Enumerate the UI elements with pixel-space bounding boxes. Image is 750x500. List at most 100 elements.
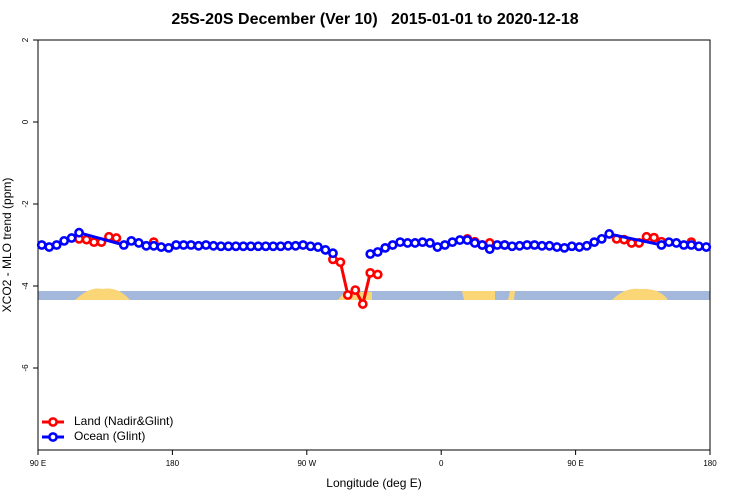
- data-point: [395, 237, 406, 248]
- data-point: [89, 237, 99, 248]
- data-point: [604, 229, 615, 239]
- data-point: [141, 240, 152, 251]
- data-point: [313, 242, 323, 252]
- data-point: [559, 242, 570, 253]
- y-tick-label: 0: [21, 119, 30, 124]
- data-point: [201, 240, 211, 250]
- legend-label: Land (Nadir&Glint): [74, 414, 173, 428]
- data-point: [664, 237, 674, 248]
- land-patch: [508, 291, 515, 300]
- data-point: [678, 240, 689, 250]
- x-tick-label: 180: [166, 459, 180, 468]
- data-point: [425, 238, 435, 248]
- land-patch: [75, 288, 130, 300]
- data-point: [372, 269, 383, 280]
- data-point: [596, 233, 607, 244]
- data-point: [74, 227, 84, 238]
- data-point: [223, 241, 234, 252]
- data-point: [238, 241, 249, 252]
- data-point: [126, 235, 137, 246]
- data-point: [133, 238, 144, 248]
- data-point: [693, 241, 704, 252]
- data-point: [66, 233, 77, 243]
- data-point: [44, 242, 55, 252]
- data-point: [574, 242, 585, 252]
- data-point: [484, 244, 495, 254]
- land-patch: [612, 288, 668, 300]
- x-tick-label: 90 W: [297, 459, 316, 468]
- data-point: [544, 240, 555, 251]
- data-point: [59, 235, 70, 246]
- data-point: [283, 240, 294, 251]
- data-point: [641, 231, 652, 242]
- data-point: [686, 240, 697, 250]
- data-point: [216, 241, 226, 252]
- data-point: [469, 238, 480, 248]
- y-axis-title: XCO2 - MLO trend (ppm): [0, 178, 14, 313]
- data-point: [440, 240, 450, 250]
- data-point: [447, 237, 458, 248]
- data-point: [499, 240, 510, 250]
- data-point: [305, 241, 316, 252]
- data-point: [514, 240, 525, 251]
- data-point: [566, 241, 577, 252]
- data-point: [537, 240, 547, 251]
- data-point: [365, 267, 376, 278]
- chart-title: 25S-20S December (Ver 10) 2015-01-01 to …: [171, 11, 578, 28]
- data-point: [156, 242, 167, 252]
- data-point: [656, 240, 667, 250]
- data-point: [111, 233, 122, 243]
- x-tick-label: 90 E: [567, 459, 583, 468]
- data-point: [387, 240, 398, 250]
- data-point: [372, 247, 383, 257]
- data-point: [350, 285, 361, 295]
- land-patch: [462, 291, 495, 300]
- data-point: [81, 234, 92, 245]
- data-point: [163, 242, 174, 253]
- data-point: [454, 235, 465, 245]
- data-point: [290, 240, 301, 251]
- x-tick-label: 180: [703, 459, 717, 468]
- data-point: [380, 242, 391, 253]
- data-point: [357, 299, 368, 309]
- data-point: [462, 235, 473, 245]
- data-point: [410, 238, 420, 248]
- data-point: [417, 237, 428, 248]
- data-point: [148, 240, 159, 251]
- data-point: [335, 257, 346, 268]
- data-point: [432, 242, 443, 252]
- data-point: [649, 232, 659, 243]
- data-point: [245, 241, 256, 252]
- data-point: [230, 241, 241, 252]
- data-point: [477, 240, 488, 250]
- data-point: [275, 241, 286, 252]
- data-point: [268, 241, 279, 252]
- data-point: [365, 249, 376, 259]
- data-point: [589, 237, 600, 248]
- ocean-strip: [38, 291, 710, 300]
- data-point: [522, 240, 532, 250]
- data-point: [328, 248, 338, 259]
- data-point: [193, 240, 204, 251]
- data-point: [529, 240, 540, 250]
- data-point: [507, 241, 518, 252]
- data-point: [320, 245, 331, 255]
- data-point: [671, 238, 682, 248]
- data-point: [36, 240, 47, 250]
- data-point: [253, 241, 264, 252]
- y-tick-label: -6: [21, 364, 30, 372]
- data-point: [298, 240, 308, 250]
- data-point: [178, 240, 189, 250]
- y-tick-label: -4: [21, 282, 30, 290]
- legend-swatch-marker: [48, 432, 58, 442]
- data-point: [342, 290, 353, 300]
- data-point: [260, 241, 271, 252]
- y-tick-label: -2: [21, 200, 30, 208]
- data-point: [402, 238, 413, 248]
- x-tick-label: 90 E: [30, 459, 46, 468]
- data-point: [492, 240, 503, 250]
- data-point: [186, 240, 196, 250]
- legend-label: Ocean (Glint): [74, 429, 145, 443]
- data-point: [208, 240, 219, 251]
